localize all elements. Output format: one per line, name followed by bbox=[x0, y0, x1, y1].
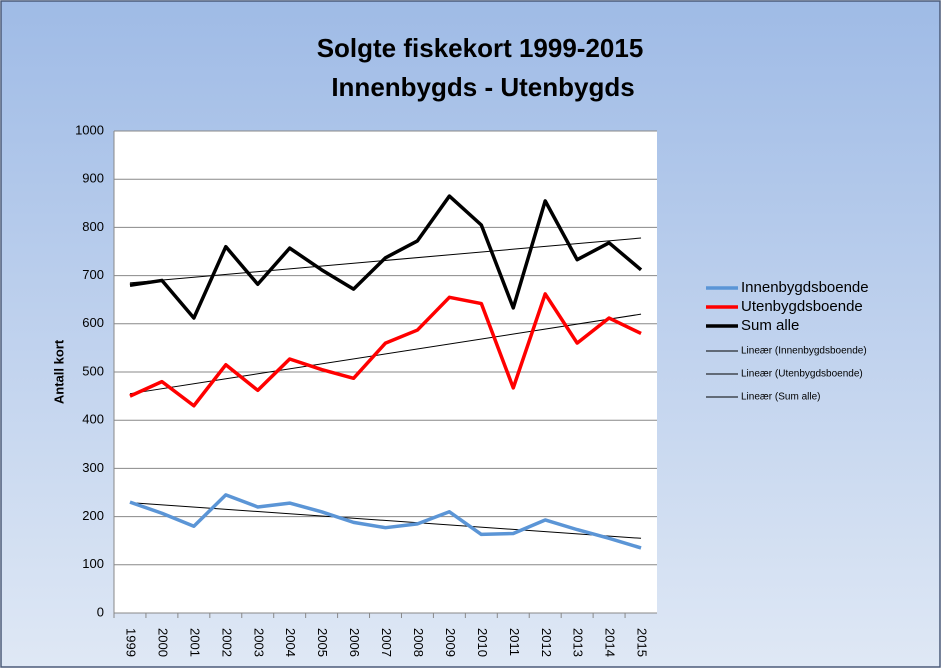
y-tick-label: 400 bbox=[82, 412, 104, 427]
chart-title: Solgte fiskekort 1999-2015 bbox=[317, 33, 644, 63]
x-tick-label: 2010 bbox=[475, 628, 490, 657]
y-axis-label: Antall kort bbox=[51, 339, 66, 404]
y-tick-label: 600 bbox=[82, 315, 104, 330]
legend-label: Sum alle bbox=[741, 317, 799, 334]
x-tick-label: 2005 bbox=[315, 628, 330, 657]
x-tick-label: 2008 bbox=[411, 628, 426, 657]
x-tick-label: 2006 bbox=[347, 628, 362, 657]
legend-label: Innenbygdsboende bbox=[741, 279, 869, 296]
series-line bbox=[129, 194, 643, 320]
y-tick-label: 0 bbox=[97, 604, 104, 619]
y-tick-label: 800 bbox=[82, 219, 104, 234]
legend-label: Lineær (Utenbygdsboende) bbox=[741, 369, 863, 380]
y-tick-label: 500 bbox=[82, 363, 104, 378]
x-tick-label: 2014 bbox=[603, 628, 618, 657]
series-line bbox=[129, 292, 642, 408]
x-tick-label: 1999 bbox=[124, 628, 139, 657]
legend-label: Lineær (Innenbygdsboende) bbox=[741, 346, 867, 357]
x-tick-label: 2003 bbox=[251, 628, 266, 657]
chart-subtitle: Innenbygds - Utenbygds bbox=[331, 72, 634, 102]
x-tick-label: 2015 bbox=[635, 628, 650, 657]
x-tick-label: 2000 bbox=[155, 628, 170, 657]
x-tick-label: 2001 bbox=[187, 628, 202, 657]
y-tick-label: 1000 bbox=[75, 122, 104, 137]
legend-label: Lineær (Sum alle) bbox=[741, 392, 820, 403]
trendline bbox=[129, 237, 642, 284]
y-tick-label: 200 bbox=[82, 508, 104, 523]
x-tick-label: 2012 bbox=[539, 628, 554, 657]
x-tick-label: 2002 bbox=[219, 628, 234, 657]
y-tick-label: 300 bbox=[82, 460, 104, 475]
y-tick-label: 700 bbox=[82, 267, 104, 282]
x-tick-label: 2004 bbox=[283, 628, 298, 657]
legend-label: Utenbygdsboende bbox=[741, 298, 863, 315]
y-tick-label: 900 bbox=[82, 171, 104, 186]
y-tick-label: 100 bbox=[82, 556, 104, 571]
x-tick-label: 2013 bbox=[571, 628, 586, 657]
x-tick-label: 2007 bbox=[379, 628, 394, 657]
x-tick-label: 2009 bbox=[443, 628, 458, 657]
trendline bbox=[129, 502, 642, 539]
series-line bbox=[129, 493, 642, 550]
x-tick-label: 2011 bbox=[507, 628, 522, 656]
